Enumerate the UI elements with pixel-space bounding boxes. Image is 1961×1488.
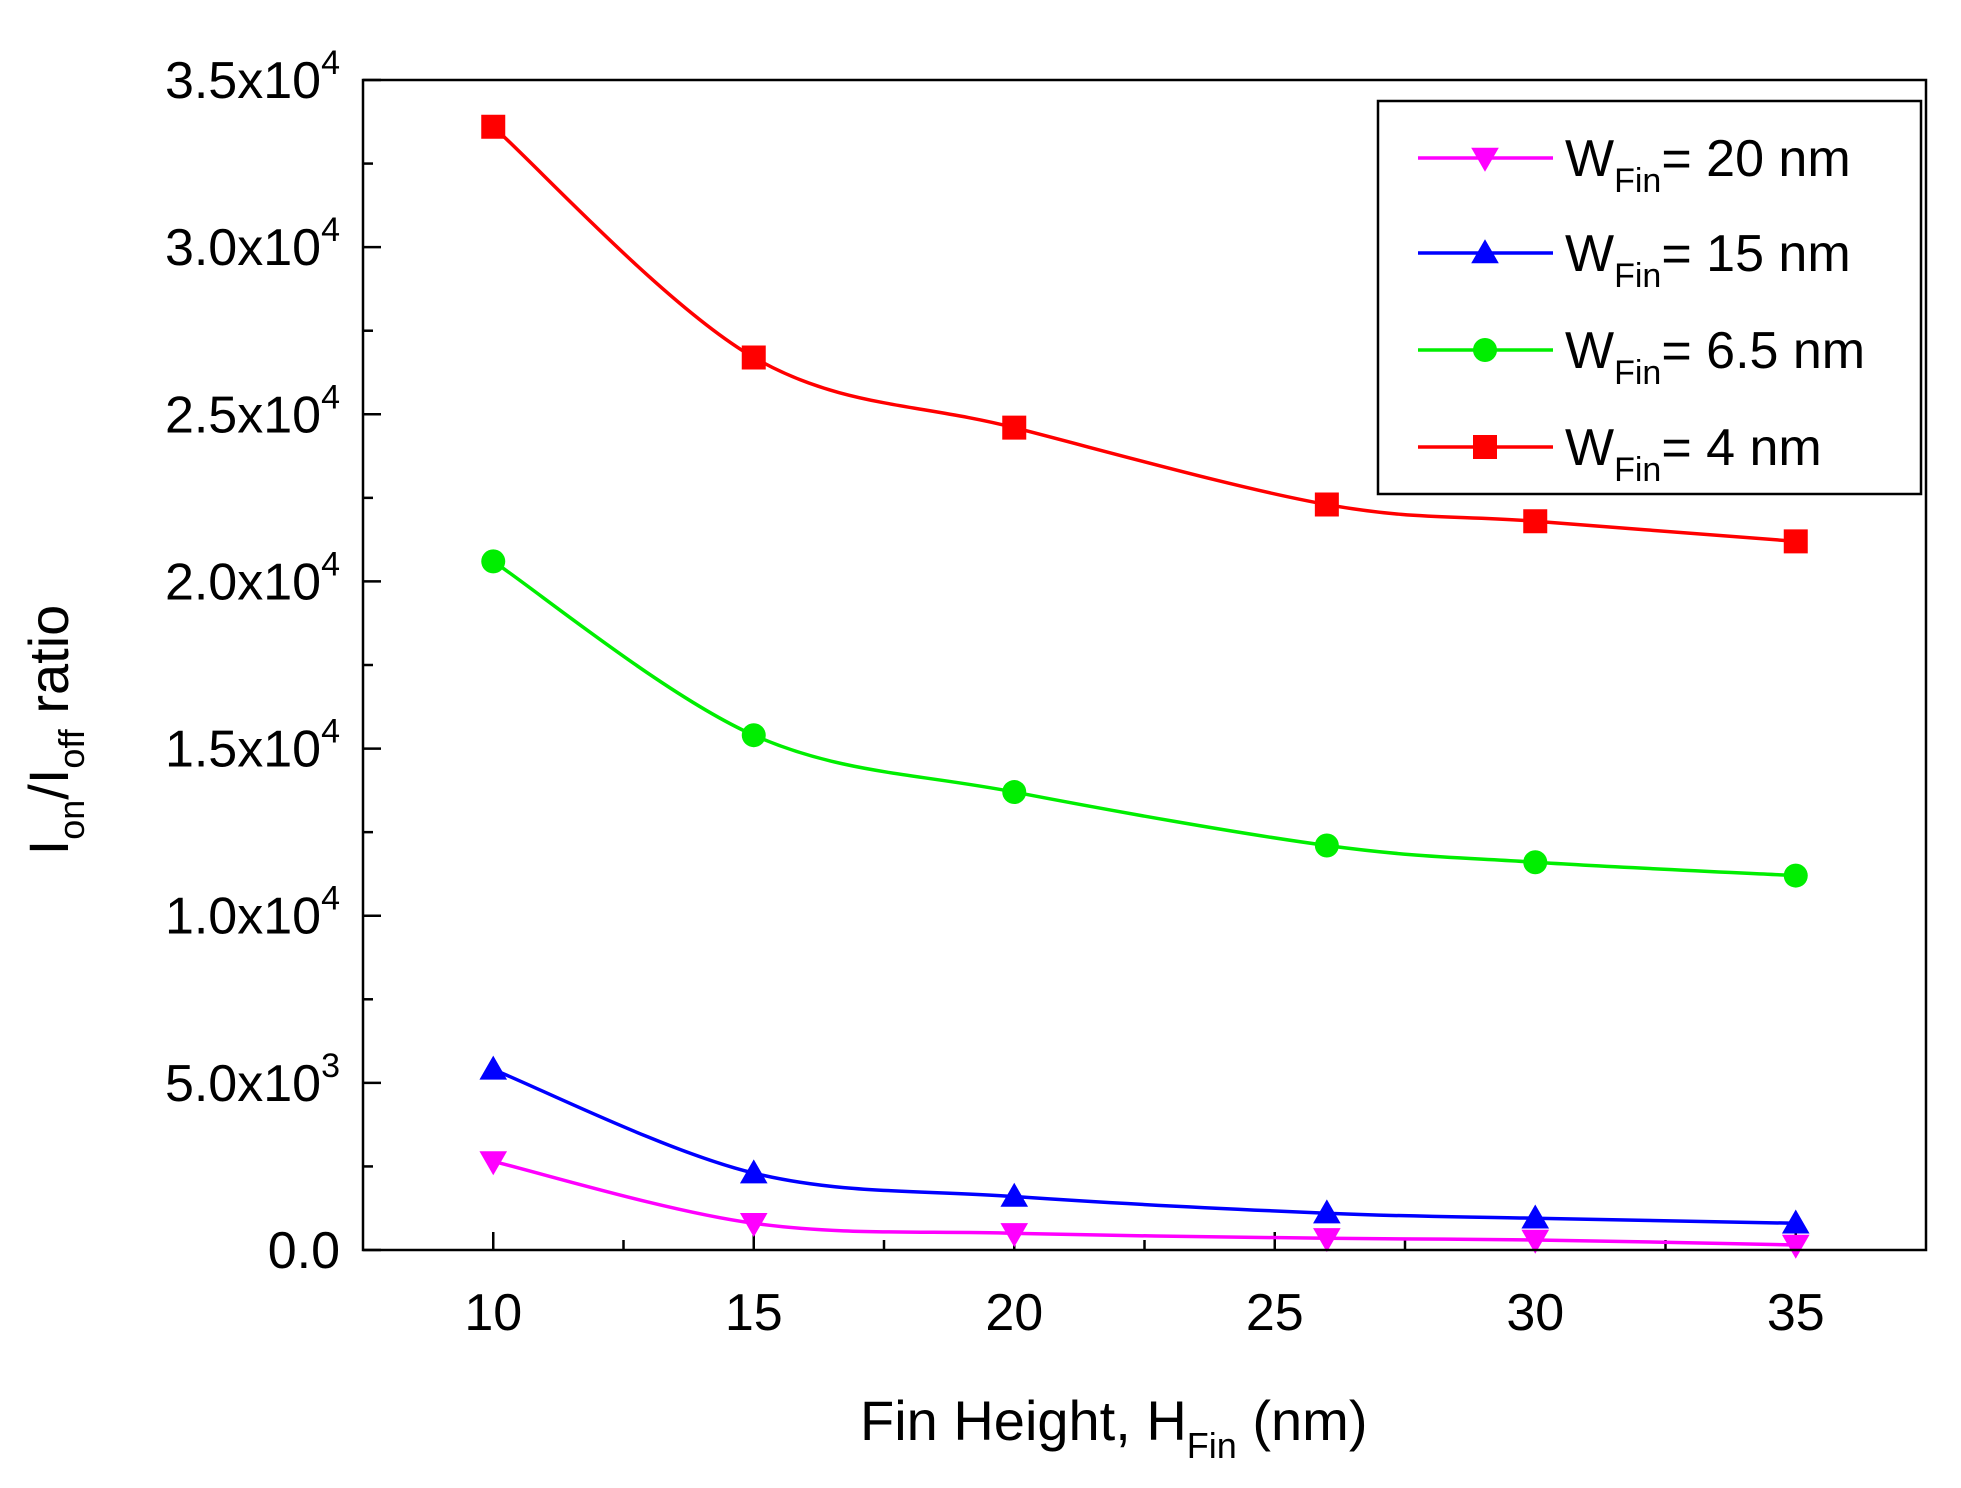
data-point bbox=[1523, 509, 1548, 534]
legend-marker bbox=[1473, 435, 1497, 459]
legend-entry: WFin= 6.5 nm bbox=[1418, 322, 1865, 392]
legend-box bbox=[1376, 99, 1923, 496]
data-point bbox=[1523, 850, 1548, 875]
legend-marker bbox=[1471, 239, 1499, 264]
legend-entry: WFin= 20 nm bbox=[1418, 130, 1851, 200]
data-point bbox=[481, 114, 506, 139]
data-point bbox=[1521, 1229, 1550, 1254]
data-point bbox=[481, 549, 506, 574]
x-tick-label: 15 bbox=[725, 1284, 783, 1342]
series-2 bbox=[481, 549, 1808, 888]
data-point bbox=[1000, 1182, 1029, 1207]
series-layer bbox=[479, 114, 1810, 1259]
data-point bbox=[479, 1151, 508, 1176]
x-tick-label: 30 bbox=[1506, 1284, 1564, 1342]
series-3 bbox=[481, 114, 1808, 554]
legend-label: WFin= 4 nm bbox=[1565, 419, 1822, 489]
data-point bbox=[479, 1055, 508, 1080]
x-axis-title: Fin Height, HFin (nm) bbox=[860, 1389, 1367, 1466]
data-point bbox=[1313, 1228, 1341, 1253]
x-tick-label: 35 bbox=[1767, 1284, 1825, 1342]
data-point bbox=[1313, 1199, 1341, 1224]
x-tick-label: 20 bbox=[985, 1284, 1043, 1342]
data-point bbox=[1783, 863, 1808, 888]
series-line bbox=[492, 1067, 1796, 1226]
x-tick-label: 25 bbox=[1246, 1284, 1304, 1342]
data-point bbox=[1002, 780, 1027, 805]
y-tick-label: 1.0x104 bbox=[165, 880, 340, 946]
series-line bbox=[492, 1159, 1796, 1247]
series-1 bbox=[479, 1055, 1810, 1234]
y-tick-label: 2.5x104 bbox=[165, 378, 340, 444]
y-tick-label: 2.0x104 bbox=[165, 545, 340, 611]
series-0 bbox=[479, 1151, 1810, 1259]
legend-marker bbox=[1471, 147, 1499, 172]
y-tick-label: 0.0 bbox=[268, 1222, 340, 1280]
y-tick-label: 3.0x104 bbox=[165, 211, 340, 277]
legend-label: WFin= 15 nm bbox=[1565, 225, 1851, 295]
legend-label: WFin= 20 nm bbox=[1565, 130, 1851, 200]
data-point bbox=[741, 345, 766, 370]
legend-label: WFin= 6.5 nm bbox=[1565, 322, 1865, 392]
y-axis-title: Ion/Ioff ratio bbox=[17, 605, 92, 856]
data-point bbox=[1002, 415, 1027, 440]
y-tick-label: 3.5x104 bbox=[165, 44, 340, 110]
y-tick-label: 1.5x104 bbox=[165, 713, 340, 779]
series-line bbox=[492, 559, 1796, 878]
data-point bbox=[1000, 1223, 1029, 1248]
data-point bbox=[1314, 492, 1339, 517]
x-tick-label: 10 bbox=[464, 1284, 522, 1342]
y-tick-label: 5.0x103 bbox=[165, 1047, 340, 1113]
data-point bbox=[1314, 833, 1339, 858]
data-point bbox=[1781, 1234, 1810, 1259]
data-point bbox=[1781, 1209, 1810, 1234]
data-point bbox=[739, 1159, 768, 1184]
data-point bbox=[1521, 1204, 1550, 1229]
legend-entry: WFin= 4 nm bbox=[1418, 419, 1822, 489]
y-tick-labels: 0.0 5.0x103 1.0x104 1.5x104 2.0x104 2.5x104 3.… bbox=[165, 44, 340, 1280]
series-line bbox=[492, 125, 1796, 544]
legend-marker bbox=[1473, 338, 1497, 362]
legend-entry: WFin= 15 nm bbox=[1418, 225, 1851, 295]
data-point bbox=[739, 1213, 768, 1238]
legend: WFin= 20 nm WFin= 15 nm WFin= 6.5 nm WFin= … bbox=[1376, 99, 1923, 496]
data-point bbox=[741, 723, 766, 748]
x-tick-labels: 10 15 20 25 30 35 bbox=[464, 1284, 1824, 1342]
data-point bbox=[1783, 529, 1808, 554]
plot-area-frame bbox=[361, 78, 1928, 1252]
